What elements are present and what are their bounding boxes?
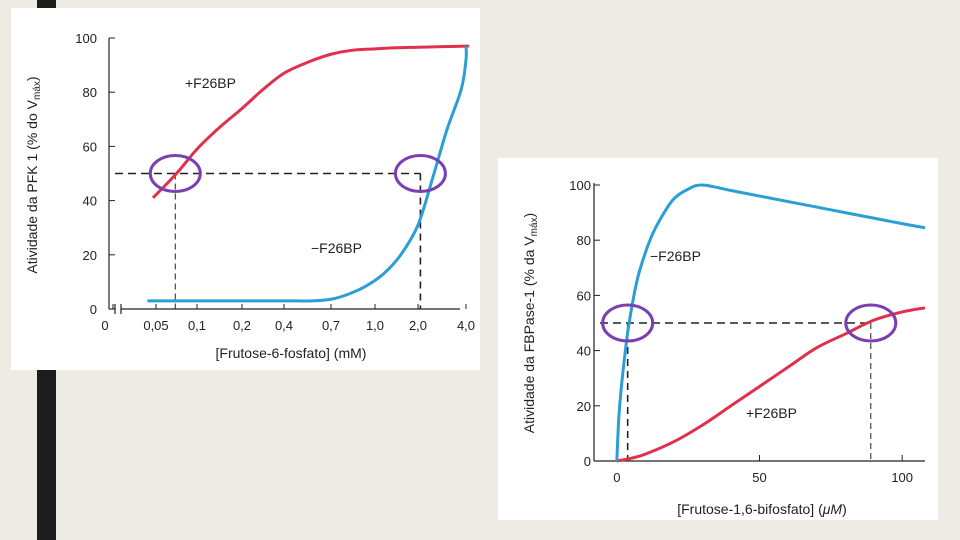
fbpase1-x-axis-title-main: [Frutose-1,6-bifosfato] (	[677, 501, 823, 517]
fbpase1-y-axis-title: Atividade da FBPase-1 (% da Vmáx)	[521, 213, 540, 433]
fbpase1-y-axis-title-tail: )	[521, 213, 537, 218]
pfk1-x-tick-label: 2,0	[409, 318, 427, 333]
fbpase1-series-label-plus: +F26BP	[746, 405, 797, 421]
fbpase1-x-axis-title-unit: μM	[822, 501, 843, 517]
fbpase1-x-tick-label: 50	[752, 470, 766, 485]
fbpase1-y-axis-title-sub: máx	[529, 217, 540, 236]
fbpase1-y-axis-title-main: Atividade da FBPase-1 (% da V	[521, 236, 537, 434]
fbpase1-y-tick-label: 60	[577, 288, 591, 303]
fbpase1-curve-minus-f26bp	[615, 183, 926, 462]
pfk1-x-tick-label: 0,4	[275, 318, 293, 333]
pfk1-x-tick-label: 0,7	[322, 318, 340, 333]
fbpase1-y-tick-label: 0	[584, 454, 591, 469]
pfk1-y-tick-label: 100	[75, 31, 97, 46]
pfk1-x-tick-label: 1,0	[366, 318, 384, 333]
fbpase1-y-tick-label: 80	[577, 233, 591, 248]
fbpase1-x-tick-label: 0	[613, 470, 620, 485]
pfk1-y-axis-title-tail: )	[24, 76, 40, 81]
pfk1-x-tick-label: 0,2	[233, 318, 251, 333]
pfk1-series-label-minus: −F26BP	[311, 240, 362, 256]
pfk1-chart-panel: 0 20 40 60 80 100 0 0,05 0,1 0,2 0,4 0,7 1,0 2,0 4,0 +…	[11, 8, 480, 370]
pfk1-x-axis-title: [Frutose-6-fosfato] (mM)	[216, 345, 367, 361]
pfk1-y-axis-title-main: Atividade da PFK 1 (% do V	[24, 99, 40, 273]
pfk1-curve-plus-f26bp	[151, 44, 470, 199]
pfk1-y-tick-label: 80	[83, 85, 97, 100]
fbpase1-y-tick-label: 40	[577, 344, 591, 359]
fbpase1-highlight-circle	[601, 303, 655, 343]
fbpase1-series-label-minus: −F26BP	[650, 248, 701, 264]
pfk1-y-tick-label: 40	[83, 194, 97, 209]
fbpase1-x-axis-title-tail: )	[842, 501, 847, 517]
pfk1-series-label-plus: +F26BP	[185, 75, 236, 91]
pfk1-highlight-circle	[148, 154, 202, 193]
fbpase1-highlight-circle	[844, 303, 898, 343]
fbpase1-y-tick-label: 100	[569, 178, 591, 193]
pfk1-y-tick-label: 20	[83, 248, 97, 263]
pfk1-y-axis-title: Atividade da PFK 1 (% do Vmáx)	[24, 76, 43, 273]
pfk1-axes	[108, 38, 460, 314]
pfk1-chart: 0 20 40 60 80 100 0 0,05 0,1 0,2 0,4 0,7 1,0 2,0 4,0 +…	[24, 31, 475, 361]
pfk1-highlight-circle	[393, 154, 447, 193]
pfk1-curve-minus-f26bp	[147, 46, 468, 303]
pfk1-x-tick-label: 0	[101, 318, 108, 333]
pfk1-x-tick-label: 0,1	[188, 318, 206, 333]
pfk1-x-tick-label: 4,0	[457, 318, 475, 333]
fbpase1-curve-plus-f26bp	[616, 306, 926, 463]
fbpase1-chart-panel: 0 20 40 60 80 100 0 50 100 −F26BP +F26BP [Frutos…	[498, 158, 938, 520]
fbpase1-y-tick-label: 20	[577, 399, 591, 414]
pfk1-y-axis-title-sub: máx	[32, 81, 43, 100]
pfk1-x-tick-label: 0,05	[143, 318, 168, 333]
pfk1-y-tick-label: 0	[90, 302, 97, 317]
pfk1-y-tick-label: 60	[83, 139, 97, 154]
fbpase1-chart: 0 20 40 60 80 100 0 50 100 −F26BP +F26BP [Frutos…	[521, 178, 926, 517]
fbpase1-x-tick-label: 100	[891, 470, 913, 485]
fbpase1-x-axis-title: [Frutose-1,6-bifosfato] (μM)	[677, 501, 847, 517]
